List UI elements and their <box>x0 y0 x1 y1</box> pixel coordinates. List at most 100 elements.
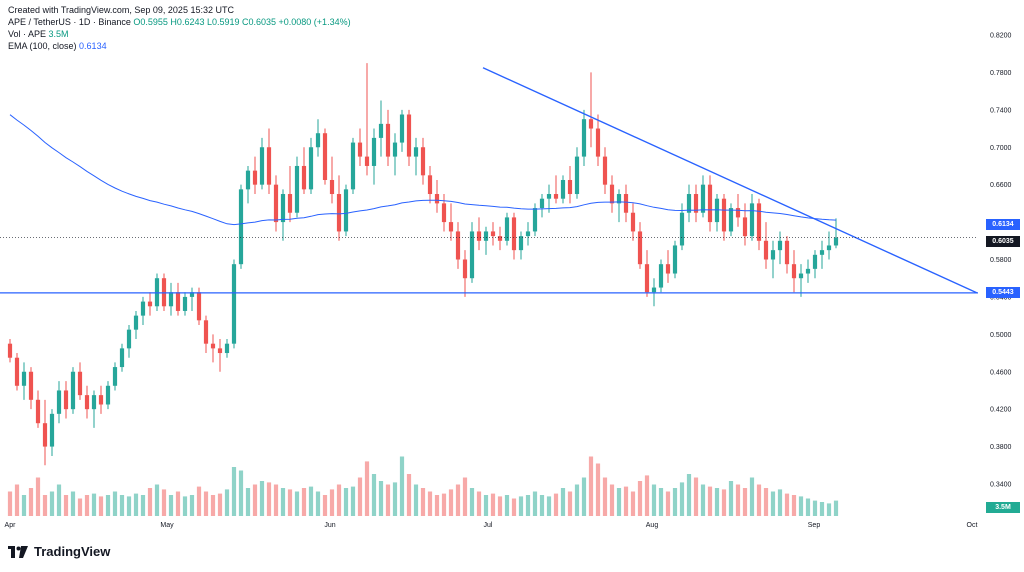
volume-bar <box>714 488 720 516</box>
volume-bar <box>798 496 804 516</box>
candle-body <box>560 179 566 199</box>
price-tick-label: 0.4600 <box>990 369 1012 376</box>
candle-body <box>280 194 286 223</box>
time-tick-label: Oct <box>967 522 978 529</box>
candle-body <box>644 264 650 293</box>
candle <box>301 147 307 195</box>
volume-bar <box>224 489 230 516</box>
candle <box>112 362 118 391</box>
volume-bar <box>602 477 608 516</box>
candle-body <box>259 147 265 185</box>
candle <box>665 250 671 283</box>
candle-body <box>427 175 433 195</box>
price-tick-label: 0.7800 <box>990 70 1012 77</box>
volume-bar <box>91 493 97 516</box>
candle <box>469 222 475 283</box>
price-chart[interactable]: 0.82000.78000.74000.70000.66000.62000.58… <box>0 0 1024 540</box>
candle <box>21 362 27 400</box>
candle-body <box>777 240 783 251</box>
candle <box>350 137 356 195</box>
volume-bar <box>371 474 377 516</box>
volume-bar <box>56 484 62 516</box>
candle <box>56 381 62 424</box>
volume-bar <box>777 489 783 516</box>
candle-body <box>49 413 55 447</box>
candle-body <box>756 203 762 241</box>
descending-trendline[interactable] <box>482 67 978 294</box>
candle-body <box>28 371 34 400</box>
price-tick-label: 0.5800 <box>990 257 1012 264</box>
candle-body <box>203 320 209 344</box>
candle-body <box>819 250 825 255</box>
volume-bar <box>805 498 811 516</box>
candle <box>357 128 363 166</box>
volume-bar <box>833 500 839 516</box>
candle <box>511 212 517 260</box>
candle-body <box>273 184 279 223</box>
volume-bar <box>763 488 769 516</box>
volume-bar <box>497 496 503 516</box>
candle <box>413 137 419 176</box>
candle <box>497 226 503 251</box>
candle <box>539 194 545 218</box>
time-tick-label: Jun <box>324 522 335 529</box>
candle <box>560 175 566 204</box>
volume-bar <box>609 484 615 516</box>
symbol-line: APE / TetherUS · 1D · Binance O0.5955 H0… <box>8 16 351 28</box>
volume-bar <box>35 477 41 516</box>
candle-body <box>14 357 20 386</box>
candle-body <box>553 194 559 199</box>
candle-body <box>623 194 629 213</box>
price-axis: 0.82000.78000.74000.70000.66000.62000.58… <box>990 33 1012 489</box>
candle <box>763 222 769 269</box>
candle-body <box>686 194 692 213</box>
volume-bar <box>105 495 111 516</box>
candle-body <box>567 179 573 195</box>
candle <box>266 128 272 195</box>
volume-label[interactable]: Vol · APE <box>8 29 47 39</box>
candle-body <box>322 133 328 180</box>
volume-bar <box>14 484 20 516</box>
candle <box>105 381 111 410</box>
candle <box>231 259 237 349</box>
time-tick-label: Sep <box>808 522 821 529</box>
candle-body <box>182 296 188 311</box>
symbol-label[interactable]: APE / TetherUS · 1D · Binance <box>8 17 131 27</box>
candle-body <box>245 170 251 190</box>
candle <box>70 367 76 414</box>
candle-body <box>588 119 594 129</box>
candle-body <box>21 371 27 386</box>
candle <box>336 175 342 241</box>
candle-body <box>511 217 517 251</box>
volume-bar <box>378 481 384 516</box>
candle-body <box>7 343 13 358</box>
candle-body <box>595 128 601 157</box>
volume-bar <box>819 502 825 516</box>
volume-bar <box>266 482 272 516</box>
candle <box>777 231 783 265</box>
candle <box>7 339 13 363</box>
candle <box>49 409 55 456</box>
candle <box>553 175 559 204</box>
volume-bar <box>560 488 566 516</box>
ema-label[interactable]: EMA (100, close) <box>8 41 77 51</box>
candle <box>427 165 433 204</box>
volume-bar <box>420 488 426 516</box>
volume-bar <box>581 477 587 516</box>
candle-body <box>385 123 391 157</box>
candle <box>168 282 174 316</box>
volume-bar <box>413 484 419 516</box>
volume-bar <box>826 503 832 516</box>
volume-bar <box>735 484 741 516</box>
candle-body <box>413 147 419 157</box>
volume-bar <box>553 493 559 516</box>
candle-body <box>672 245 678 274</box>
volume-bar <box>147 488 153 516</box>
candle-body <box>665 264 671 274</box>
candle-body <box>749 203 755 237</box>
candle-body <box>462 259 468 279</box>
volume-bar <box>588 456 594 516</box>
volume-bar <box>532 491 538 516</box>
volume-bar <box>665 491 671 516</box>
candle-body <box>308 147 314 190</box>
